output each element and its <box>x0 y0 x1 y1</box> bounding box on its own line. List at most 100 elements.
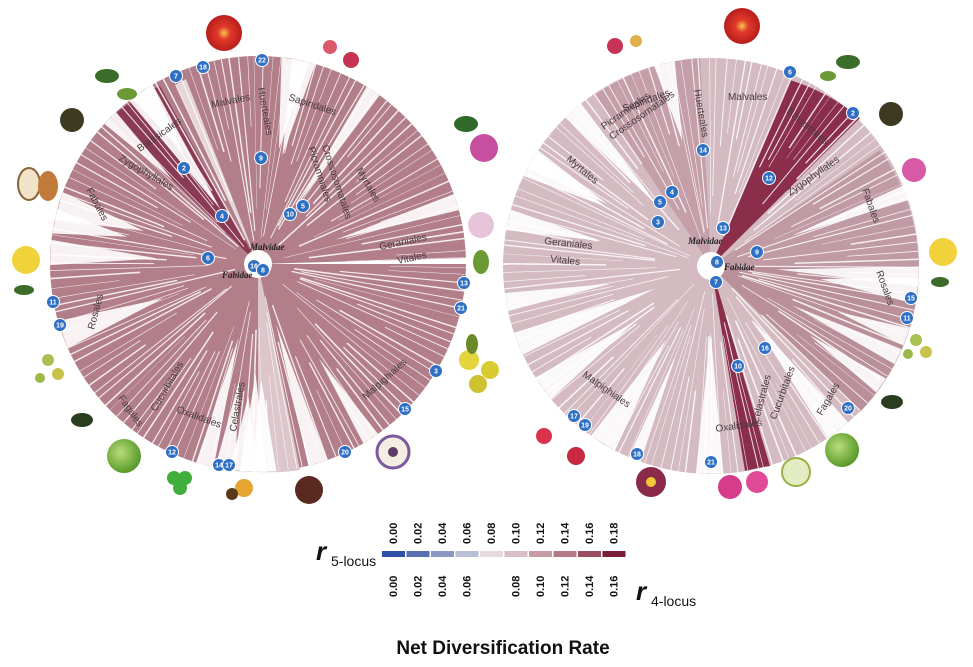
node-badge: 3 <box>429 364 443 378</box>
order-label-vitales-r: Vitales <box>550 254 581 268</box>
tree-branch <box>294 267 465 292</box>
tree-branch <box>52 274 195 299</box>
node-badge: 21 <box>454 301 468 315</box>
tree-branch <box>722 74 794 237</box>
tree-gap-wedge <box>523 152 606 207</box>
tree-gap-wedge <box>695 331 724 474</box>
tree-branch <box>660 291 706 469</box>
node-number: 16 <box>761 346 769 353</box>
tree-branch <box>508 276 668 317</box>
node-number: 10 <box>286 212 294 219</box>
scale-top-tick: 0.14 <box>560 522 572 544</box>
tree-branch <box>753 132 872 231</box>
tree-branch <box>305 117 407 217</box>
clade-label-fabidae-right: Fabidae <box>723 262 755 272</box>
tree-branch <box>542 142 649 221</box>
scale-bottom-tick: 0.06 <box>462 576 474 597</box>
tree-branch <box>758 278 912 321</box>
tree-branch <box>64 186 165 228</box>
node-number: 8 <box>715 260 719 267</box>
tree-branch <box>627 329 684 457</box>
tree-branch <box>741 274 910 329</box>
tree-gap-wedge <box>590 339 667 451</box>
scale-top-tick: 0.06 <box>462 523 474 544</box>
scale-swatch <box>553 551 577 557</box>
tree-branch <box>788 92 827 149</box>
green-sprig-illustration <box>473 250 489 274</box>
tree-branch <box>80 154 191 223</box>
node-number: 12 <box>765 176 773 183</box>
tree-branch <box>109 335 186 411</box>
tree-branch <box>121 106 184 179</box>
tree-branch <box>789 382 828 439</box>
node-badge: 6 <box>783 65 797 79</box>
tree-branch <box>555 126 644 206</box>
node-badge: 10 <box>283 207 297 221</box>
node-number: 21 <box>457 306 465 313</box>
scale-top-tick: 0.08 <box>486 523 498 544</box>
tree-branch <box>171 74 247 239</box>
tree-branch <box>794 258 919 265</box>
tree-branch <box>813 208 912 238</box>
node-badge: 8 <box>710 255 724 269</box>
node-badge: 22 <box>255 53 269 67</box>
node-badge: 2 <box>846 106 860 120</box>
tree-branch <box>355 130 418 183</box>
node-number: 9 <box>259 156 263 163</box>
tree-branch <box>90 140 157 190</box>
tree-branch <box>101 126 239 248</box>
tree-branch <box>384 326 445 358</box>
tree-branch <box>312 109 399 205</box>
tree-branch <box>68 176 208 241</box>
tree-branch <box>812 157 890 205</box>
tree-branch <box>638 70 703 243</box>
tree-branch <box>763 241 918 261</box>
right-phylogeny <box>503 58 920 474</box>
tree-branch <box>330 158 438 222</box>
tree-branch <box>805 112 853 164</box>
node-number: 16 <box>250 264 258 271</box>
tree-branch <box>732 64 762 178</box>
tree-branch <box>745 322 820 444</box>
tree-branch <box>354 328 431 381</box>
node-number: 21 <box>707 460 715 467</box>
node-badge: 13 <box>457 276 471 290</box>
tree-branch <box>697 58 703 128</box>
node-number: 9 <box>755 250 759 257</box>
tree-gap-wedge <box>791 185 909 236</box>
fruit-cluster-illustration <box>35 334 932 383</box>
scale-bottom-tick: 0.00 <box>388 576 400 597</box>
tree-branch <box>680 60 703 208</box>
cream-flower-illustration <box>781 457 811 487</box>
node-number: 20 <box>341 450 349 457</box>
tree-branch <box>735 61 753 140</box>
tree-branch <box>347 257 466 262</box>
scale-bottom-tick: 0.04 <box>437 575 449 597</box>
tree-branch <box>284 215 461 258</box>
node-number: 17 <box>225 463 233 470</box>
tree-branch <box>290 66 324 165</box>
tree-branch <box>294 356 337 458</box>
tree-branch <box>731 287 855 418</box>
tree-branch <box>716 60 747 227</box>
scale-swatch <box>480 551 503 557</box>
node-number: 6 <box>788 70 792 77</box>
tree-branch <box>74 288 212 363</box>
scale-swatch <box>382 551 405 557</box>
node-number: 6 <box>206 256 210 263</box>
tree-branch <box>228 57 252 213</box>
tree-branch <box>291 64 317 147</box>
tree-branch <box>738 71 787 194</box>
tree-branch <box>177 71 233 202</box>
tree-branch <box>565 116 631 184</box>
tree-gap-wedge <box>514 288 656 355</box>
tree-branch <box>559 122 634 193</box>
tree-branch <box>259 56 264 189</box>
tree-branch <box>342 190 453 233</box>
node-badge: 21 <box>704 455 718 469</box>
node-number: 14 <box>699 148 707 155</box>
node-badge: 11 <box>46 295 60 309</box>
tree-branch <box>393 231 464 244</box>
clade-label-malvidae-left: Malvidae <box>249 242 285 252</box>
node-badge: 9 <box>750 245 764 259</box>
